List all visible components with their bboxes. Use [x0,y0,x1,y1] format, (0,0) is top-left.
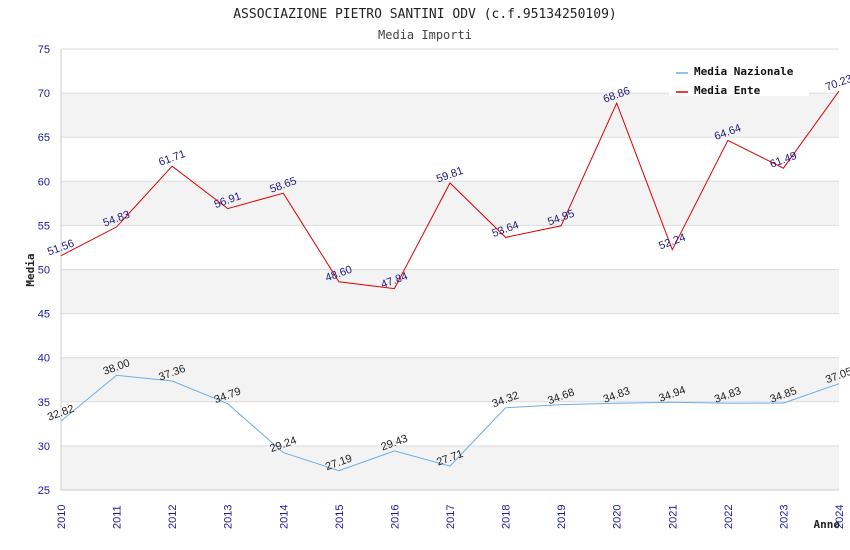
y-tick-label: 30 [38,441,50,453]
legend-box [669,60,809,96]
x-tick-label: 2018 [501,505,513,529]
y-tick-label: 70 [38,88,50,100]
y-tick-label: 75 [38,44,50,56]
x-tick-label: 2013 [223,505,235,529]
x-tick-label: 2016 [389,505,401,529]
background-bands [61,49,839,490]
x-axis-ticks: 2010 2011 2012 2013 2014 2015 2016 2017 2018 2019… [56,505,846,529]
x-tick-label: 2023 [778,505,790,529]
legend-label-nazionale: Media Nazionale [694,65,794,78]
x-tick-label: 2014 [278,505,290,529]
legend-label-ente: Media Ente [694,84,761,97]
y-tick-label: 60 [38,176,50,188]
x-tick-label: 2024 [834,505,846,529]
x-tick-label: 2020 [612,505,624,529]
x-tick-label: 2019 [556,505,568,529]
x-tick-label: 2022 [723,505,735,529]
legend: Media Nazionale Media Ente [669,60,809,97]
band [61,269,839,314]
x-tick-label: 2021 [667,505,679,529]
x-tick-label: 2015 [334,505,346,529]
x-axis-label: Anno [814,518,841,531]
x-tick-label: 2010 [56,505,68,529]
series-line-media-nazionale [60,374,840,472]
y-axis-label: Media [24,253,37,286]
band [61,401,839,446]
chart-subtitle: Media Importi [378,28,472,42]
y-tick-label: 55 [38,220,50,232]
y-tick-label: 35 [38,397,50,409]
y-axis-ticks: 25 30 35 40 45 50 55 60 65 70 75 [38,44,50,497]
y-tick-label: 65 [38,132,50,144]
y-tick-label: 25 [38,485,50,497]
band [61,137,839,182]
axes [60,49,839,491]
y-tick-label: 40 [38,353,50,365]
x-tick-label: 2017 [445,505,457,529]
band [61,357,839,402]
y-tick-label: 50 [38,265,50,277]
series-lines [60,90,840,472]
band [61,313,839,358]
series-line-media-ente [60,90,840,290]
band [61,225,839,270]
band [61,181,839,226]
band [61,93,839,138]
y-tick-label: 45 [38,309,50,321]
band [61,445,839,490]
chart-title: ASSOCIAZIONE PIETRO SANTINI ODV (c.f.951… [233,7,617,22]
x-tick-label: 2011 [112,505,124,529]
x-tick-label: 2012 [167,505,179,529]
